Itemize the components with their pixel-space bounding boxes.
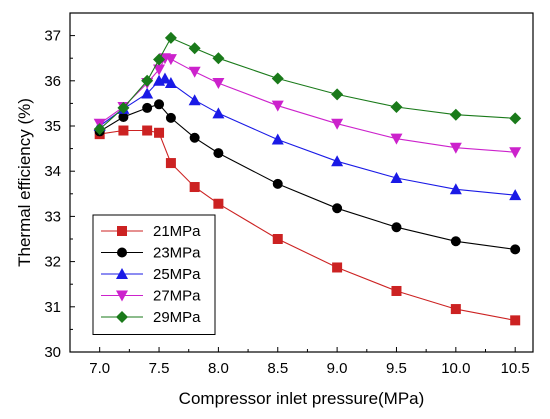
data-point (272, 178, 283, 189)
series-23MPa (94, 99, 521, 255)
y-axis-ticks: 30 31 32 33 34 35 36 37 (44, 28, 75, 361)
x-tick-label: 10.0 (441, 360, 470, 377)
data-point (118, 111, 129, 122)
data-point (390, 101, 403, 114)
legend-label: 25MPa (153, 266, 201, 283)
y-tick-label: 36 (44, 73, 61, 90)
x-tick-label: 8.0 (208, 360, 229, 377)
legend-marker (116, 268, 128, 279)
legend: 21MPa 23MPa 25MPa 27MPa 29MPa (92, 214, 216, 335)
legend-marker (116, 311, 128, 323)
data-point (331, 88, 344, 101)
data-point (449, 108, 462, 121)
series-layer (93, 31, 522, 326)
data-point (164, 77, 177, 89)
data-point (391, 222, 402, 233)
data-point (153, 53, 166, 66)
data-point (509, 112, 522, 125)
x-axis-title: Compressor inlet pressure(MPa) (179, 389, 425, 408)
data-point (142, 102, 153, 113)
data-point (212, 107, 225, 119)
data-point (118, 125, 129, 136)
data-point (153, 64, 166, 76)
data-point (189, 182, 200, 193)
data-point (272, 234, 283, 244)
y-tick-label: 35 (44, 118, 61, 135)
legend-marker (117, 226, 127, 236)
data-point (188, 66, 201, 78)
data-point (212, 78, 225, 90)
data-point (93, 123, 106, 136)
x-tick-label: 7.5 (149, 360, 170, 377)
data-point (271, 100, 284, 112)
y-tick-label: 37 (44, 28, 61, 45)
data-point (158, 72, 171, 84)
plot-frame (69, 12, 534, 353)
x-tick-label: 9.0 (327, 360, 348, 377)
data-point (142, 125, 153, 136)
data-point (154, 99, 165, 110)
series-25MPa (93, 72, 522, 201)
data-point (332, 203, 343, 214)
data-point (331, 118, 344, 130)
y-tick-label: 34 (44, 163, 61, 180)
y-tick-label: 30 (44, 344, 61, 361)
data-point (450, 304, 461, 315)
x-axis-ticks: 7.0 7.5 8.0 8.5 9.0 9.5 10.0 10.5 (69, 347, 530, 377)
data-point (509, 147, 522, 159)
legend-label: 27MPa (153, 288, 201, 305)
data-point (510, 244, 521, 255)
y-tick-label: 32 (44, 254, 61, 271)
legend-label: 21MPa (153, 223, 201, 240)
x-tick-label: 7.0 (89, 360, 110, 377)
x-tick-label: 9.5 (386, 360, 407, 377)
data-point (332, 262, 343, 273)
data-point (117, 101, 130, 114)
data-point (154, 127, 165, 138)
y-tick-label: 31 (44, 299, 61, 316)
data-point (510, 315, 521, 326)
data-point (212, 52, 225, 65)
data-point (141, 87, 154, 99)
data-point (141, 74, 154, 87)
data-point (390, 171, 403, 183)
data-point (391, 285, 402, 296)
y-axis-title: Thermal efficiency (%) (15, 98, 34, 267)
x-tick-label: 8.5 (267, 360, 288, 377)
legend-marker (117, 247, 127, 258)
data-point (165, 112, 176, 123)
data-point (164, 31, 177, 44)
axes-layer (69, 12, 534, 353)
legend-marker (116, 290, 128, 302)
legend-label: 29MPa (153, 309, 201, 326)
data-point (449, 142, 462, 154)
data-point (450, 236, 461, 247)
data-point (331, 155, 344, 167)
data-point (213, 148, 224, 159)
legend-label: 23MPa (153, 245, 201, 262)
x-tick-label: 10.5 (501, 360, 530, 377)
data-point (509, 189, 522, 201)
series-line (99, 37, 516, 130)
data-point (164, 54, 177, 66)
series-29MPa (93, 31, 522, 136)
data-point (271, 72, 284, 85)
data-point (449, 183, 462, 195)
data-point (390, 133, 403, 145)
y-tick-label: 33 (44, 208, 61, 225)
data-point (213, 198, 224, 209)
legend-box (92, 214, 216, 335)
data-point (189, 132, 200, 143)
data-point (165, 158, 176, 169)
data-point (188, 94, 201, 106)
data-point (188, 42, 201, 55)
data-point (271, 133, 284, 145)
